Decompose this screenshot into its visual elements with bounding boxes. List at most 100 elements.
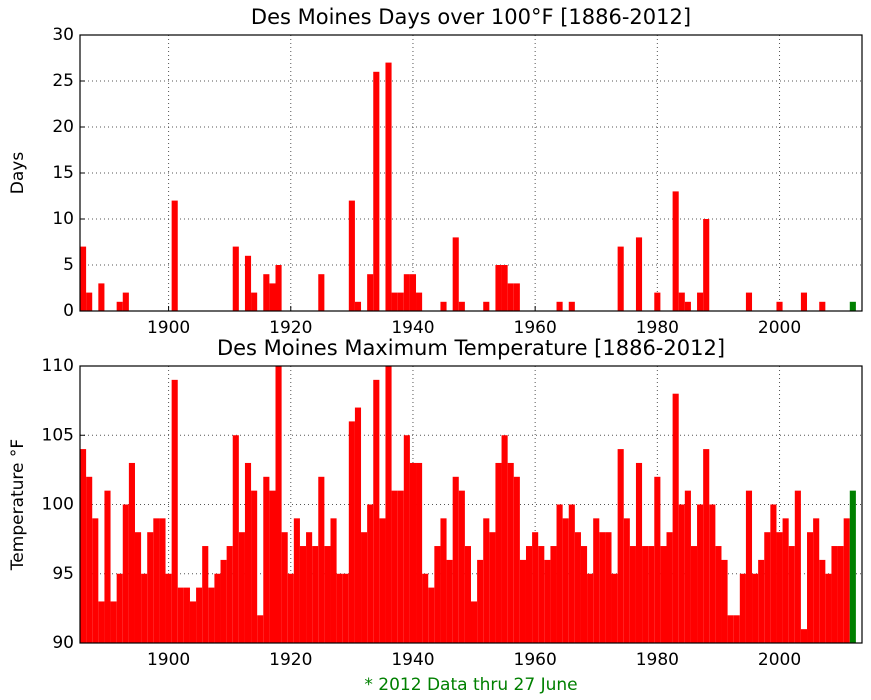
bar: [721, 559, 728, 643]
bar: [495, 265, 502, 311]
bar: [134, 532, 142, 643]
bar: [544, 559, 551, 643]
bar: [104, 490, 111, 643]
bar: [678, 292, 685, 311]
bar: [348, 421, 355, 643]
bar: [458, 301, 465, 311]
bar: [397, 490, 404, 643]
bar: [800, 292, 808, 311]
bar: [306, 532, 313, 643]
bar: [507, 462, 514, 643]
x-tick-label: 1920: [269, 650, 312, 670]
y-tick-label: 5: [63, 255, 74, 275]
bar: [159, 518, 166, 643]
y-tick-label: 105: [42, 425, 74, 445]
plot-frame: [79, 34, 863, 312]
bar: [788, 546, 795, 643]
bar: [196, 587, 203, 643]
bar: [666, 532, 673, 643]
bar: [758, 559, 765, 643]
bar: [409, 274, 417, 311]
bar: [342, 573, 349, 643]
bar: [837, 546, 844, 643]
bar: [80, 246, 87, 311]
footnote: * 2012 Data thru 27 June: [364, 675, 577, 695]
bar: [507, 283, 514, 311]
bar: [800, 629, 808, 643]
bar: [739, 573, 746, 643]
bar: [843, 518, 850, 643]
x-tick-label: 1960: [514, 318, 557, 338]
bar: [654, 476, 661, 643]
bar: [122, 504, 129, 643]
bar: [263, 274, 270, 311]
x-tick-label: 1980: [636, 650, 679, 670]
bar: [409, 462, 417, 643]
bar: [672, 191, 679, 311]
bar: [532, 532, 539, 643]
bar: [391, 490, 398, 643]
bar: [397, 292, 404, 311]
bar: [678, 504, 685, 643]
x-tick-label: 1900: [147, 650, 190, 670]
bar: [244, 255, 252, 311]
bar: [434, 546, 441, 643]
bar: [703, 219, 710, 311]
bar: [709, 504, 716, 643]
bar: [373, 71, 380, 311]
bar: [416, 462, 423, 643]
bar: [599, 532, 606, 643]
y-tick-label: 25: [52, 71, 74, 91]
y-tick-label: 10: [52, 209, 74, 229]
bar: [733, 615, 740, 643]
bar: [214, 573, 221, 643]
bar: [550, 546, 557, 643]
bar: [416, 292, 423, 311]
bar: [819, 301, 826, 311]
bar: [226, 546, 233, 643]
bar: [538, 546, 545, 643]
bar: [697, 504, 704, 643]
bar: [556, 301, 563, 311]
bar: [745, 490, 753, 643]
bar: [299, 546, 307, 643]
bar: [568, 301, 575, 311]
bar: [660, 546, 667, 643]
bar: [220, 559, 227, 643]
y-tick-label: 15: [52, 163, 74, 183]
y-tick-label: 95: [52, 564, 74, 584]
bar: [171, 379, 178, 643]
bar: [440, 301, 447, 311]
bar: [825, 573, 832, 643]
bar: [819, 559, 826, 643]
bar: [263, 476, 270, 643]
y-tick-label: 0: [63, 301, 74, 321]
bar: [617, 246, 624, 311]
y-axis-label: Days: [8, 152, 28, 195]
bar: [648, 546, 655, 643]
bar: [232, 246, 239, 311]
bar: [116, 301, 123, 311]
bar: [440, 518, 447, 643]
bar: [703, 449, 710, 643]
bar: [165, 573, 172, 643]
bar: [513, 476, 520, 643]
bar: [458, 490, 465, 643]
bar: [446, 559, 453, 643]
bar: [275, 366, 282, 643]
bar: [391, 292, 398, 311]
bar: [403, 435, 410, 643]
bar: [568, 504, 575, 643]
bar: [794, 490, 801, 643]
bar: [385, 366, 392, 643]
bar: [770, 504, 777, 643]
bar: [269, 283, 276, 311]
bar: [776, 301, 783, 311]
bar: [452, 237, 459, 311]
bar: [385, 62, 392, 311]
bar: [128, 462, 135, 643]
bar: [232, 435, 239, 643]
bar: [244, 462, 252, 643]
bar: [623, 518, 630, 643]
